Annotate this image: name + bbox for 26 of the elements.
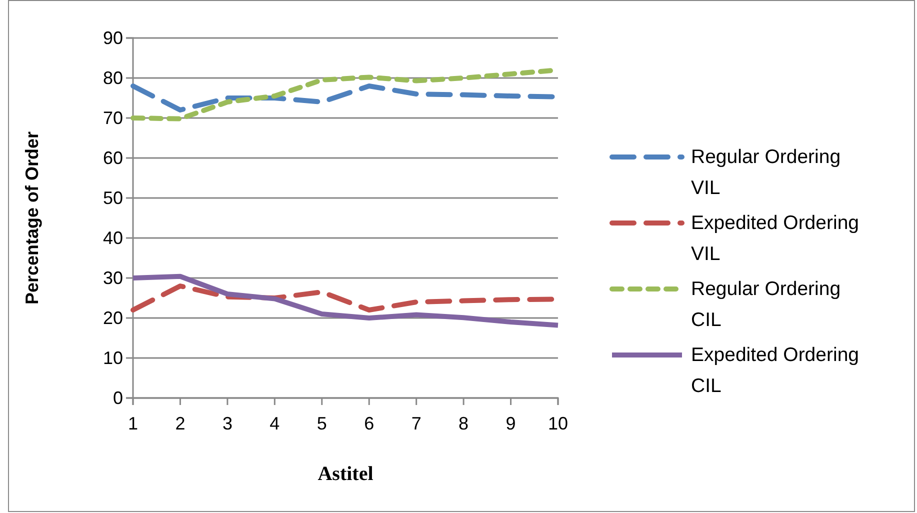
y-tick-label: 20: [102, 308, 123, 328]
x-tick-label: 9: [506, 414, 516, 434]
x-axis-title: Astitel: [318, 463, 374, 485]
legend-label: Regular Ordering CIL: [691, 278, 841, 332]
y-tick-label: 30: [102, 268, 123, 288]
y-axis-title: Percentage of Order: [22, 131, 42, 305]
y-tick-label: 60: [102, 148, 123, 168]
y-tick-label: 70: [102, 108, 123, 128]
x-tick-label: 1: [128, 414, 138, 434]
legend-label: Expedited Ordering CIL: [691, 344, 860, 398]
x-tick-label: 6: [364, 414, 374, 434]
x-tick-label: 2: [175, 414, 186, 434]
x-tick-label: 4: [270, 414, 280, 434]
y-tick-label: 90: [102, 28, 123, 48]
x-tick-label: 7: [411, 414, 422, 434]
y-tick-label: 50: [102, 188, 123, 208]
x-tick-label: 10: [548, 414, 568, 434]
y-tick-label: 80: [102, 68, 123, 88]
x-tick-label: 5: [316, 414, 327, 434]
legend-label: Regular Ordering VIL: [691, 146, 841, 200]
y-tick-label: 40: [102, 228, 123, 248]
y-tick-label: 10: [102, 348, 123, 368]
legend-label: Expedited Ordering VIL: [691, 212, 860, 266]
x-tick-label: 3: [222, 414, 232, 434]
y-tick-label: 0: [112, 388, 123, 408]
x-tick-label: 8: [458, 414, 469, 434]
